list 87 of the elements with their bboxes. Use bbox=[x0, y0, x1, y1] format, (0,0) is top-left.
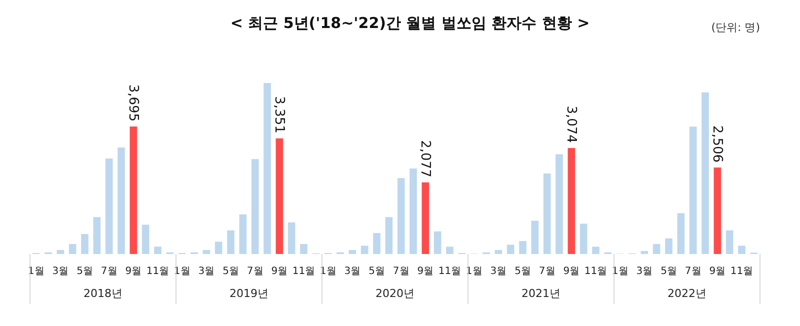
x-tick-label: 3월 bbox=[344, 266, 361, 277]
text: 2018년 bbox=[84, 287, 122, 300]
x-tick-label: 11월 bbox=[146, 266, 170, 277]
bar bbox=[519, 241, 526, 254]
x-tick-label: 3월 bbox=[636, 266, 653, 277]
bar bbox=[56, 250, 64, 254]
x-tick-label: 11월 bbox=[730, 266, 754, 277]
bar bbox=[738, 246, 746, 254]
x-tick-label: 5월 bbox=[222, 266, 239, 277]
x-tick-label: 1월 bbox=[28, 266, 44, 277]
bar bbox=[677, 213, 685, 254]
bar bbox=[93, 217, 101, 254]
bar bbox=[154, 246, 162, 254]
x-tick-label: 1월 bbox=[466, 266, 482, 277]
x-tick-label: 1월 bbox=[174, 266, 190, 277]
x-tick-label: 5월 bbox=[368, 266, 385, 277]
bar bbox=[360, 246, 368, 254]
x-tick-label: 5월 bbox=[660, 266, 677, 277]
x-tick-label: 7월 bbox=[538, 266, 556, 277]
bar bbox=[580, 224, 588, 254]
bar bbox=[300, 244, 308, 254]
x-tick-label: 1월 bbox=[612, 266, 628, 277]
bar bbox=[142, 224, 150, 254]
bar bbox=[556, 154, 563, 254]
bar bbox=[251, 159, 259, 254]
bar bbox=[506, 244, 514, 254]
bar bbox=[105, 158, 113, 254]
x-tick-label: 7월 bbox=[684, 266, 702, 277]
bar bbox=[702, 92, 709, 254]
bar bbox=[68, 244, 76, 254]
bar bbox=[81, 234, 88, 254]
x-tick-label: 9월 bbox=[271, 266, 288, 277]
x-tick-label: 3월 bbox=[52, 266, 69, 277]
bar bbox=[214, 242, 222, 254]
chart-subtitle: (단위: 명) bbox=[711, 21, 760, 34]
bar bbox=[531, 220, 539, 254]
bar bbox=[714, 168, 722, 254]
x-tick-label: 11월 bbox=[292, 266, 316, 277]
bar bbox=[264, 83, 271, 254]
bar bbox=[652, 244, 660, 254]
x-tick-label: 9월 bbox=[709, 266, 726, 277]
x-tick-label: 9월 bbox=[563, 266, 580, 277]
bar bbox=[288, 222, 296, 254]
x-tick-label: 9월 bbox=[417, 266, 434, 277]
bar bbox=[494, 250, 502, 254]
x-tick-label: 7월 bbox=[246, 266, 264, 277]
x-tick-label: 3월 bbox=[198, 266, 215, 277]
bar bbox=[227, 230, 234, 254]
text: 2019년 bbox=[230, 287, 268, 300]
x-tick-label: 1월 bbox=[320, 266, 336, 277]
bar bbox=[276, 138, 284, 254]
x-tick-label: 5월 bbox=[76, 266, 93, 277]
bar bbox=[592, 246, 600, 254]
bar bbox=[118, 148, 125, 254]
x-tick-label: 11월 bbox=[438, 266, 462, 277]
bar bbox=[726, 230, 734, 254]
bar bbox=[239, 214, 247, 254]
x-tick-label: 11월 bbox=[584, 266, 608, 277]
bar bbox=[348, 250, 356, 254]
x-tick-label: 5월 bbox=[514, 266, 531, 277]
chart-title: < 최근 5년('18~'22)간 월별 벌쏘임 환자수 현황 > bbox=[230, 14, 590, 32]
data-label: 2,506 bbox=[709, 125, 724, 163]
bar bbox=[397, 178, 405, 254]
x-tick-label: 9월 bbox=[125, 266, 142, 277]
data-label: 3,074 bbox=[563, 106, 578, 143]
data-label: 3,351 bbox=[271, 96, 286, 134]
bar bbox=[385, 217, 393, 254]
x-tick-label: 3월 bbox=[490, 266, 507, 277]
bar bbox=[446, 246, 454, 254]
bar bbox=[373, 233, 380, 254]
text: 2021년 bbox=[522, 287, 560, 300]
bar bbox=[568, 148, 576, 254]
bar bbox=[665, 238, 672, 254]
text: 2020년 bbox=[376, 287, 414, 300]
bar bbox=[202, 250, 210, 254]
bar bbox=[434, 231, 442, 254]
x-tick-label: 7월 bbox=[392, 266, 410, 277]
data-label: 3,695 bbox=[125, 84, 140, 122]
bar bbox=[130, 126, 138, 254]
bar bbox=[543, 173, 551, 254]
x-tick-label: 7월 bbox=[100, 266, 118, 277]
text: 2022년 bbox=[668, 287, 706, 300]
bar bbox=[689, 126, 697, 254]
bar bbox=[640, 251, 648, 254]
bar bbox=[422, 182, 430, 254]
data-label: 2,077 bbox=[417, 140, 432, 178]
bar bbox=[410, 168, 417, 254]
